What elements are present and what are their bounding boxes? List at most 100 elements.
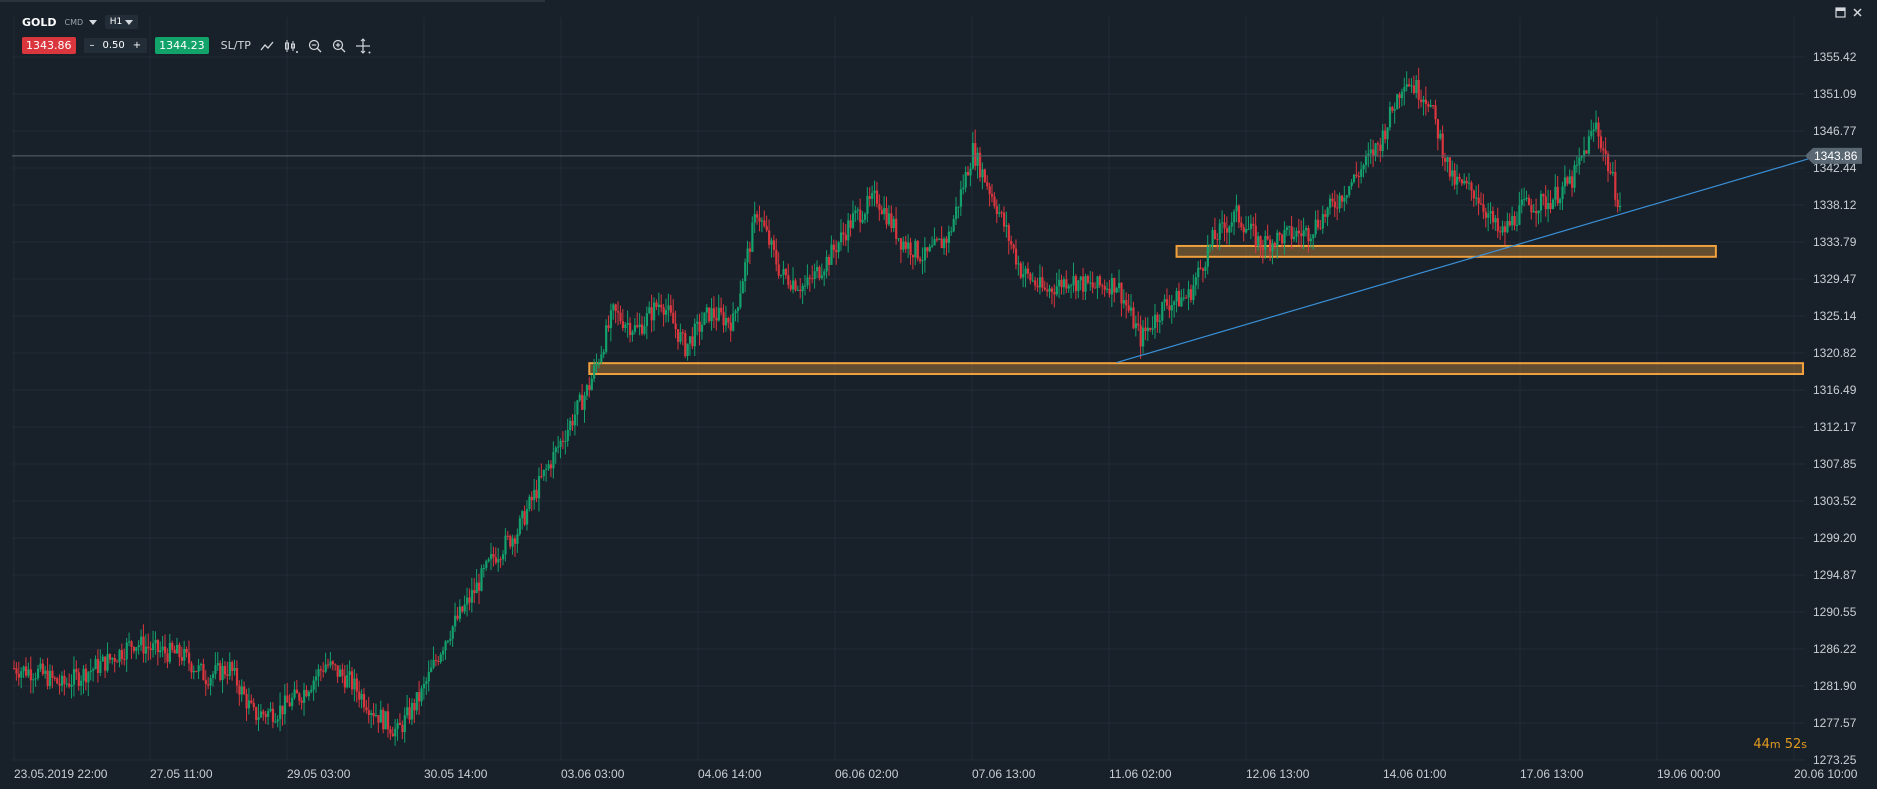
candle-body — [1391, 107, 1394, 111]
candle-body — [1424, 99, 1428, 104]
candle-body — [1547, 203, 1550, 210]
candle-body — [156, 640, 160, 653]
y-tick-label: 1312.17 — [1813, 420, 1857, 434]
candle-body — [1583, 150, 1586, 156]
candle-body — [17, 673, 20, 678]
candle-body — [1079, 276, 1082, 281]
candle-body — [1523, 199, 1526, 201]
candle-body — [700, 324, 704, 332]
candle-body — [708, 307, 711, 322]
zoom-in-icon[interactable] — [331, 38, 347, 54]
y-tick-label: 1294.87 — [1813, 568, 1857, 582]
candle-body — [664, 310, 668, 315]
instrument-type-dropdown[interactable]: CMD — [65, 18, 97, 27]
candle-body — [262, 711, 265, 715]
candle-body — [921, 260, 924, 262]
candle-body — [1571, 176, 1574, 188]
timeframe-dropdown[interactable]: H1 — [104, 15, 139, 29]
zoom-out-icon[interactable] — [307, 38, 323, 54]
candle-type-icon[interactable] — [283, 38, 299, 54]
candle-body — [904, 241, 907, 249]
candle-body — [1362, 165, 1365, 170]
lot-size-value[interactable]: 0.50 — [102, 40, 125, 51]
candle-body — [1022, 273, 1025, 278]
candle-body — [228, 662, 231, 676]
candle-body — [1379, 144, 1382, 151]
candle-body — [823, 271, 826, 276]
line-chart-icon[interactable] — [259, 38, 275, 54]
candle-body — [1587, 136, 1591, 154]
candle-body — [92, 669, 95, 671]
candle-body — [243, 686, 246, 694]
candle-body — [68, 683, 71, 687]
candle-body — [739, 293, 742, 308]
candle-body — [312, 680, 315, 690]
candle-body — [679, 332, 682, 342]
x-tick-label: 27.05 11:00 — [150, 767, 213, 781]
candle-body — [271, 708, 275, 722]
lot-decrease-button[interactable]: – — [89, 40, 95, 51]
candle-body — [1201, 268, 1205, 271]
maximize-icon[interactable] — [1835, 7, 1846, 18]
candle-body — [1175, 291, 1178, 302]
candle-body — [1058, 279, 1061, 287]
candle-body — [245, 693, 248, 709]
time-axis: 23.05.2019 22:00 27.05 11:00 29.05 03:00 30… — [14, 767, 1858, 781]
buy-button[interactable]: 1344.23 — [155, 37, 209, 54]
candle-body — [621, 321, 625, 329]
candle-body — [619, 312, 622, 322]
candle-body — [1482, 204, 1485, 212]
lot-size-stepper[interactable]: – 0.50 + — [83, 38, 148, 53]
candle-body — [494, 557, 497, 563]
sltp-button[interactable]: SL/TP — [220, 39, 251, 52]
x-tick-label: 23.05.2019 22:00 — [14, 767, 108, 781]
candle-body — [149, 648, 152, 651]
candle-body — [1065, 279, 1068, 289]
candle-body — [437, 660, 440, 662]
candle-body — [1211, 230, 1214, 245]
candle-body — [458, 606, 462, 619]
candle-body — [211, 674, 215, 679]
close-icon[interactable] — [1852, 7, 1863, 18]
candle-body — [1496, 218, 1499, 232]
candle-body — [183, 648, 186, 661]
candle-body — [1307, 228, 1310, 242]
candle-body — [1074, 276, 1078, 292]
candle-body — [998, 212, 1001, 214]
candle-body — [391, 733, 394, 737]
x-tick-label: 17.06 13:00 — [1520, 767, 1584, 781]
y-tick-label: 1316.49 — [1813, 383, 1857, 397]
candle-body — [1619, 205, 1622, 208]
crosshair-icon[interactable] — [355, 37, 371, 54]
candle-body — [1007, 225, 1010, 241]
candle-body — [1422, 99, 1425, 103]
candle-body — [144, 646, 148, 654]
candle-body — [557, 446, 560, 448]
candle-body — [662, 307, 665, 315]
candle-body — [1364, 155, 1368, 166]
y-tick-label: 1320.82 — [1813, 346, 1857, 360]
candle-body — [1491, 211, 1495, 223]
lot-increase-button[interactable]: + — [132, 40, 142, 51]
candle-body — [1060, 279, 1063, 288]
candle-body — [696, 321, 699, 324]
candle-body — [883, 208, 886, 215]
candle-body — [974, 143, 977, 166]
candle-body — [468, 597, 471, 603]
candle-body — [1511, 215, 1514, 226]
candle-body — [372, 712, 375, 717]
candle-body — [763, 220, 766, 227]
candle-body — [1319, 227, 1322, 229]
candle-body — [466, 597, 469, 605]
candle-body — [1384, 130, 1387, 140]
candle-body — [1019, 263, 1022, 278]
candle-body — [1503, 226, 1507, 233]
sell-button[interactable]: 1343.86 — [22, 37, 76, 54]
candle-body — [653, 302, 656, 321]
candle-body — [1616, 199, 1619, 208]
candle-body — [573, 414, 577, 426]
price-tag-label: 1343.86 — [1814, 149, 1858, 163]
candle-body — [926, 247, 929, 252]
candle-body — [197, 665, 200, 672]
